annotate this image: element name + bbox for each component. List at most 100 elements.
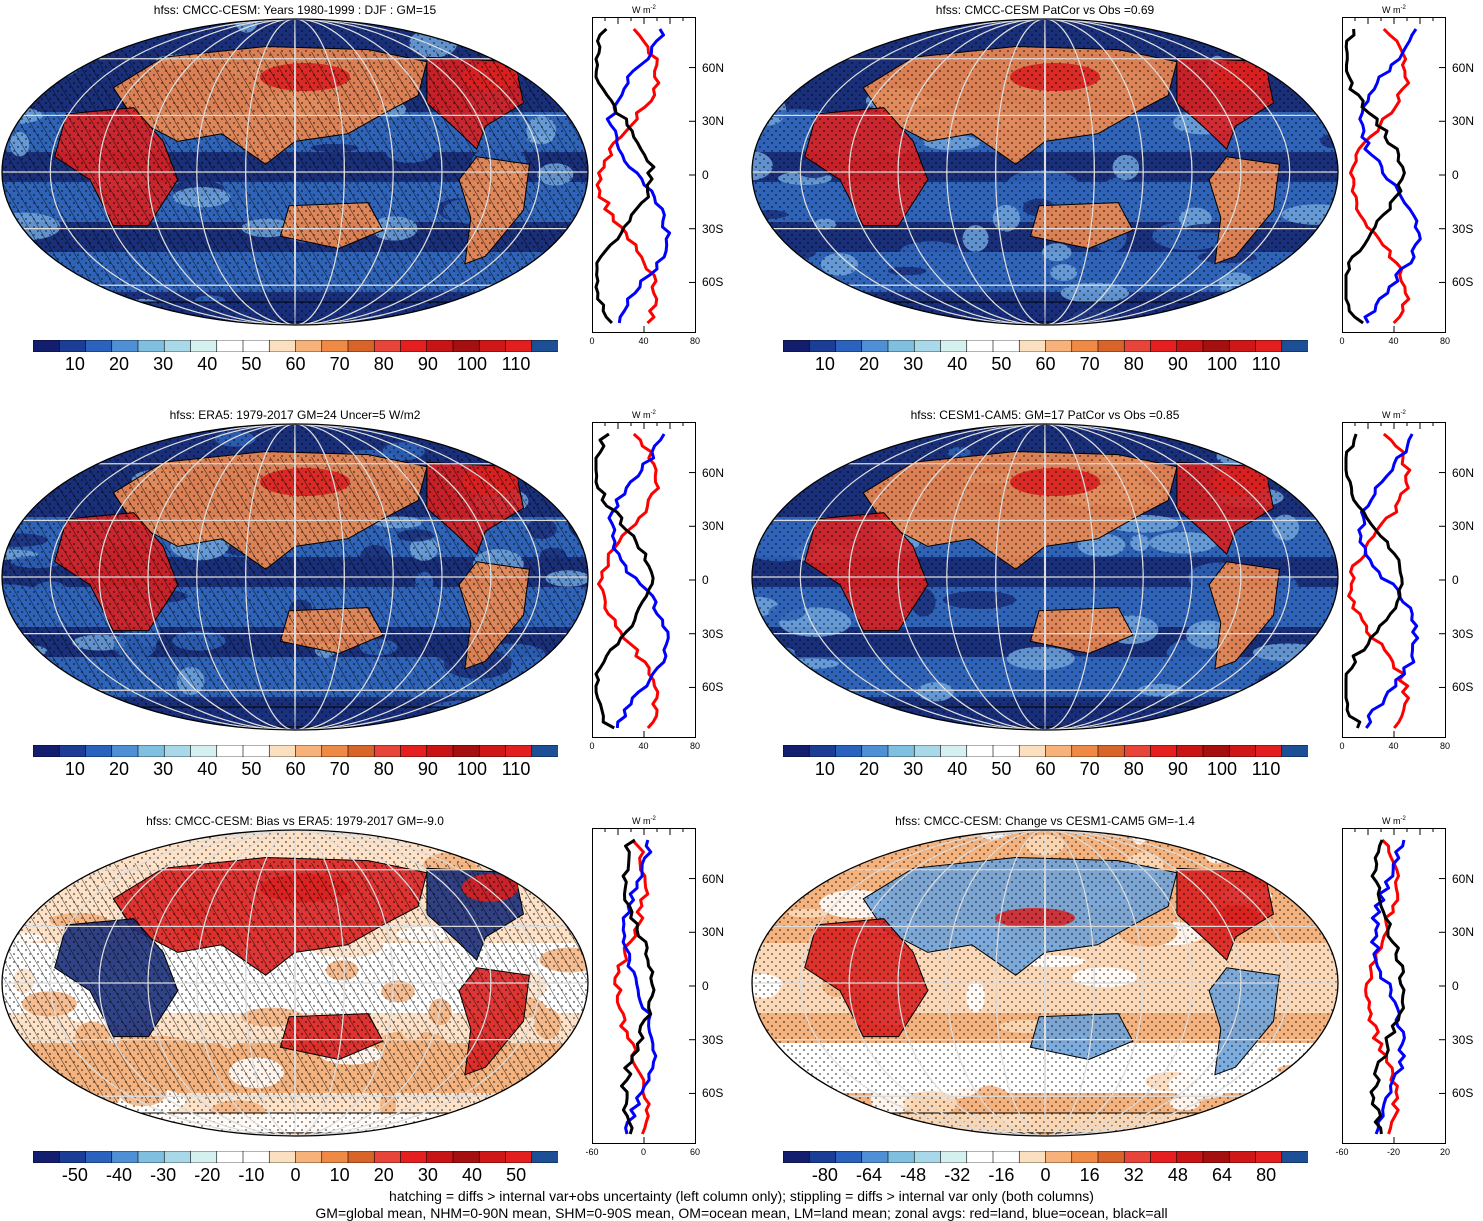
colorbar-swatch [190,1151,218,1163]
zonal-plot-frame [592,17,696,333]
zonal-x-tick-label: 40 [638,336,649,346]
map-panel: hfss: ERA5: 1979-2017 GM=24 Uncer=5 W/m2… [0,408,735,788]
colorbar-swatch [861,745,889,757]
colorbar-label: 90 [417,759,438,779]
colorbar-swatch [783,745,810,757]
zonal-x-tick-label: 40 [1388,336,1399,346]
colorbar-swatch [190,340,218,352]
colorbar-swatch [242,340,270,352]
colorbar-swatch [347,745,375,757]
colorbar-swatch [268,745,297,757]
units-label: W m-2 [1382,816,1406,826]
colorbar-label: 30 [153,354,174,374]
colorbar-swatch [992,745,1020,757]
colorbar-swatch [216,340,244,352]
units-label: W m-2 [1382,5,1406,15]
colorbar-swatch [992,1151,1020,1163]
world-map [751,829,1339,1137]
latitude-label: 30S [1452,1032,1474,1047]
map-panel: hfss: CMCC-CESM: Years 1980-1999 : DJF :… [0,3,735,383]
colorbar-swatch [966,745,994,757]
units-exponent: -2 [1400,816,1406,822]
zonal-curve [620,838,656,1135]
latitude-label: 60S [702,1086,724,1101]
colorbar-swatch [111,340,139,352]
colorbar-swatch [1150,1151,1178,1163]
colorbar-label: 0 [1040,1165,1051,1185]
colorbar-label: 20 [109,759,130,779]
units-label: W m-2 [632,5,656,15]
colorbar-swatch [321,340,349,352]
units-label: W m-2 [632,816,656,826]
colorbar-label: 30 [417,1165,438,1185]
latitude-label: 0 [1452,573,1459,587]
units-text: W m [1382,410,1401,420]
latitude-label: 60N [702,60,725,75]
latitude-label: 30N [702,925,725,940]
latitude-label: 30S [1452,221,1474,236]
colorbar-swatch [163,340,192,352]
colorbar-swatch [33,340,60,352]
colorbar-swatch [452,340,480,352]
latitude-label: 60N [702,465,725,480]
colorbar-label: 70 [1079,354,1100,374]
colorbar-swatch [913,1151,942,1163]
colorbar-label: 64 [1211,1165,1232,1185]
colorbar-swatch [1071,1151,1099,1163]
colorbar-swatch [1045,1151,1073,1163]
colorbar-label: 60 [285,759,306,779]
colorbar-swatch [400,340,428,352]
latitude-label: 0 [702,979,709,993]
zonal-x-tick-label: -20 [1386,1147,1400,1157]
colorbar-swatch [58,745,87,757]
zonal-curve [1344,28,1406,325]
colorbar-label: 110 [501,354,531,374]
colorbar-swatch [1176,340,1204,352]
colorbar-label: 32 [1123,1165,1144,1185]
colorbar-swatch [452,745,480,757]
latitude-label: 0 [702,168,709,182]
zonal-average-plot: W m-2 60N 30N 0 30S 60S -60 0 60 [585,814,735,1169]
panel-title: hfss: CMCC-CESM PatCor vs Obs =0.69 [935,3,1155,17]
colorbar-swatch [913,745,942,757]
colorbar-swatch [966,340,994,352]
colorbar-swatch [783,340,810,352]
map-panel: hfss: CMCC-CESM: Change vs CESM1-CAM5 GM… [750,814,1483,1194]
colorbar-label: -20 [194,1165,221,1185]
colorbar-swatch [1202,1151,1230,1163]
colorbar-swatch [58,340,87,352]
units-exponent: -2 [650,816,656,822]
units-exponent: -2 [1400,410,1406,416]
colorbar-label: 90 [417,354,438,374]
zonal-x-tick-label: -60 [1335,1147,1349,1157]
colorbar-swatch [1281,340,1308,352]
latitude-label: 30N [702,519,725,534]
colorbar-swatch [1281,1151,1308,1163]
colorbar-swatch [1018,1151,1047,1163]
colorbar-label: 90 [1167,354,1188,374]
panel-title: hfss: CMCC-CESM: Change vs CESM1-CAM5 GM… [895,814,1195,828]
world-map [751,18,1339,326]
colorbar-swatch [1255,340,1283,352]
world-map [751,423,1339,731]
colorbar-swatch [190,745,218,757]
colorbar-swatch [1150,745,1178,757]
colorbar-swatch [1097,745,1125,757]
colorbar-swatch [783,1151,810,1163]
latitude-label: 60S [1452,1086,1474,1101]
colorbar-label: 40 [461,1165,482,1185]
colorbar-label: 80 [1123,759,1144,779]
zonal-curve [605,28,672,324]
map-panel: hfss: CESM1-CAM5: GM=17 PatCor vs Obs =0… [750,408,1483,788]
colorbar-label: 16 [1079,1165,1100,1185]
latitude-label: 30N [1452,114,1475,129]
colorbar-swatch [321,1151,349,1163]
colorbar-swatch [940,1151,968,1163]
colorbar-swatch [347,1151,375,1163]
colorbar-swatch [1255,1151,1283,1163]
colorbar-swatch [400,1151,428,1163]
colorbar-label: 10 [329,1165,350,1185]
colorbar-swatch [426,1151,454,1163]
units-text: W m [1382,5,1401,15]
colorbar-swatch [111,745,139,757]
